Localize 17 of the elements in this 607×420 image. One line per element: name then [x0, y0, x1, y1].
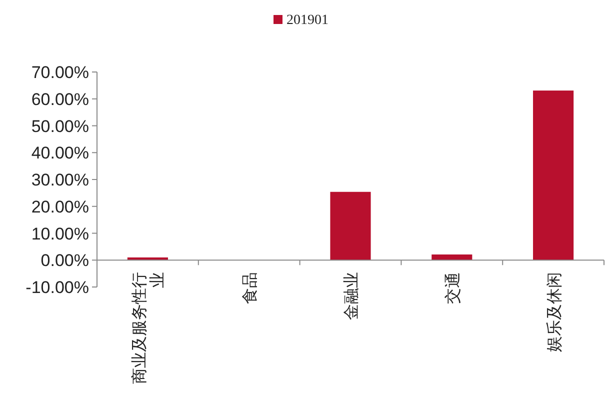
y-tick-label: -10.00% [26, 278, 89, 297]
y-tick-label: 40.00% [31, 144, 89, 163]
bar [330, 192, 371, 260]
y-tick-label: 10.00% [31, 224, 89, 244]
y-tick-label: 0.00% [40, 251, 89, 270]
x-tick-label: 娱乐及休闲 [545, 272, 564, 352]
x-tick-label: 食品 [241, 272, 260, 304]
y-tick-label: 30.00% [31, 170, 89, 190]
y-tick-label: 70.00% [31, 63, 89, 82]
legend-label: 201901 [286, 13, 328, 28]
y-tick-label: 60.00% [31, 90, 89, 109]
y-tick-label: 50.00% [31, 116, 89, 136]
x-tick-label: 交通 [444, 272, 462, 304]
bar [533, 90, 574, 260]
x-tick-label: 金融业 [342, 272, 360, 320]
y-tick-label: 20.00% [31, 197, 89, 216]
x-tick-label: 商业及服务性行业 [130, 272, 167, 384]
